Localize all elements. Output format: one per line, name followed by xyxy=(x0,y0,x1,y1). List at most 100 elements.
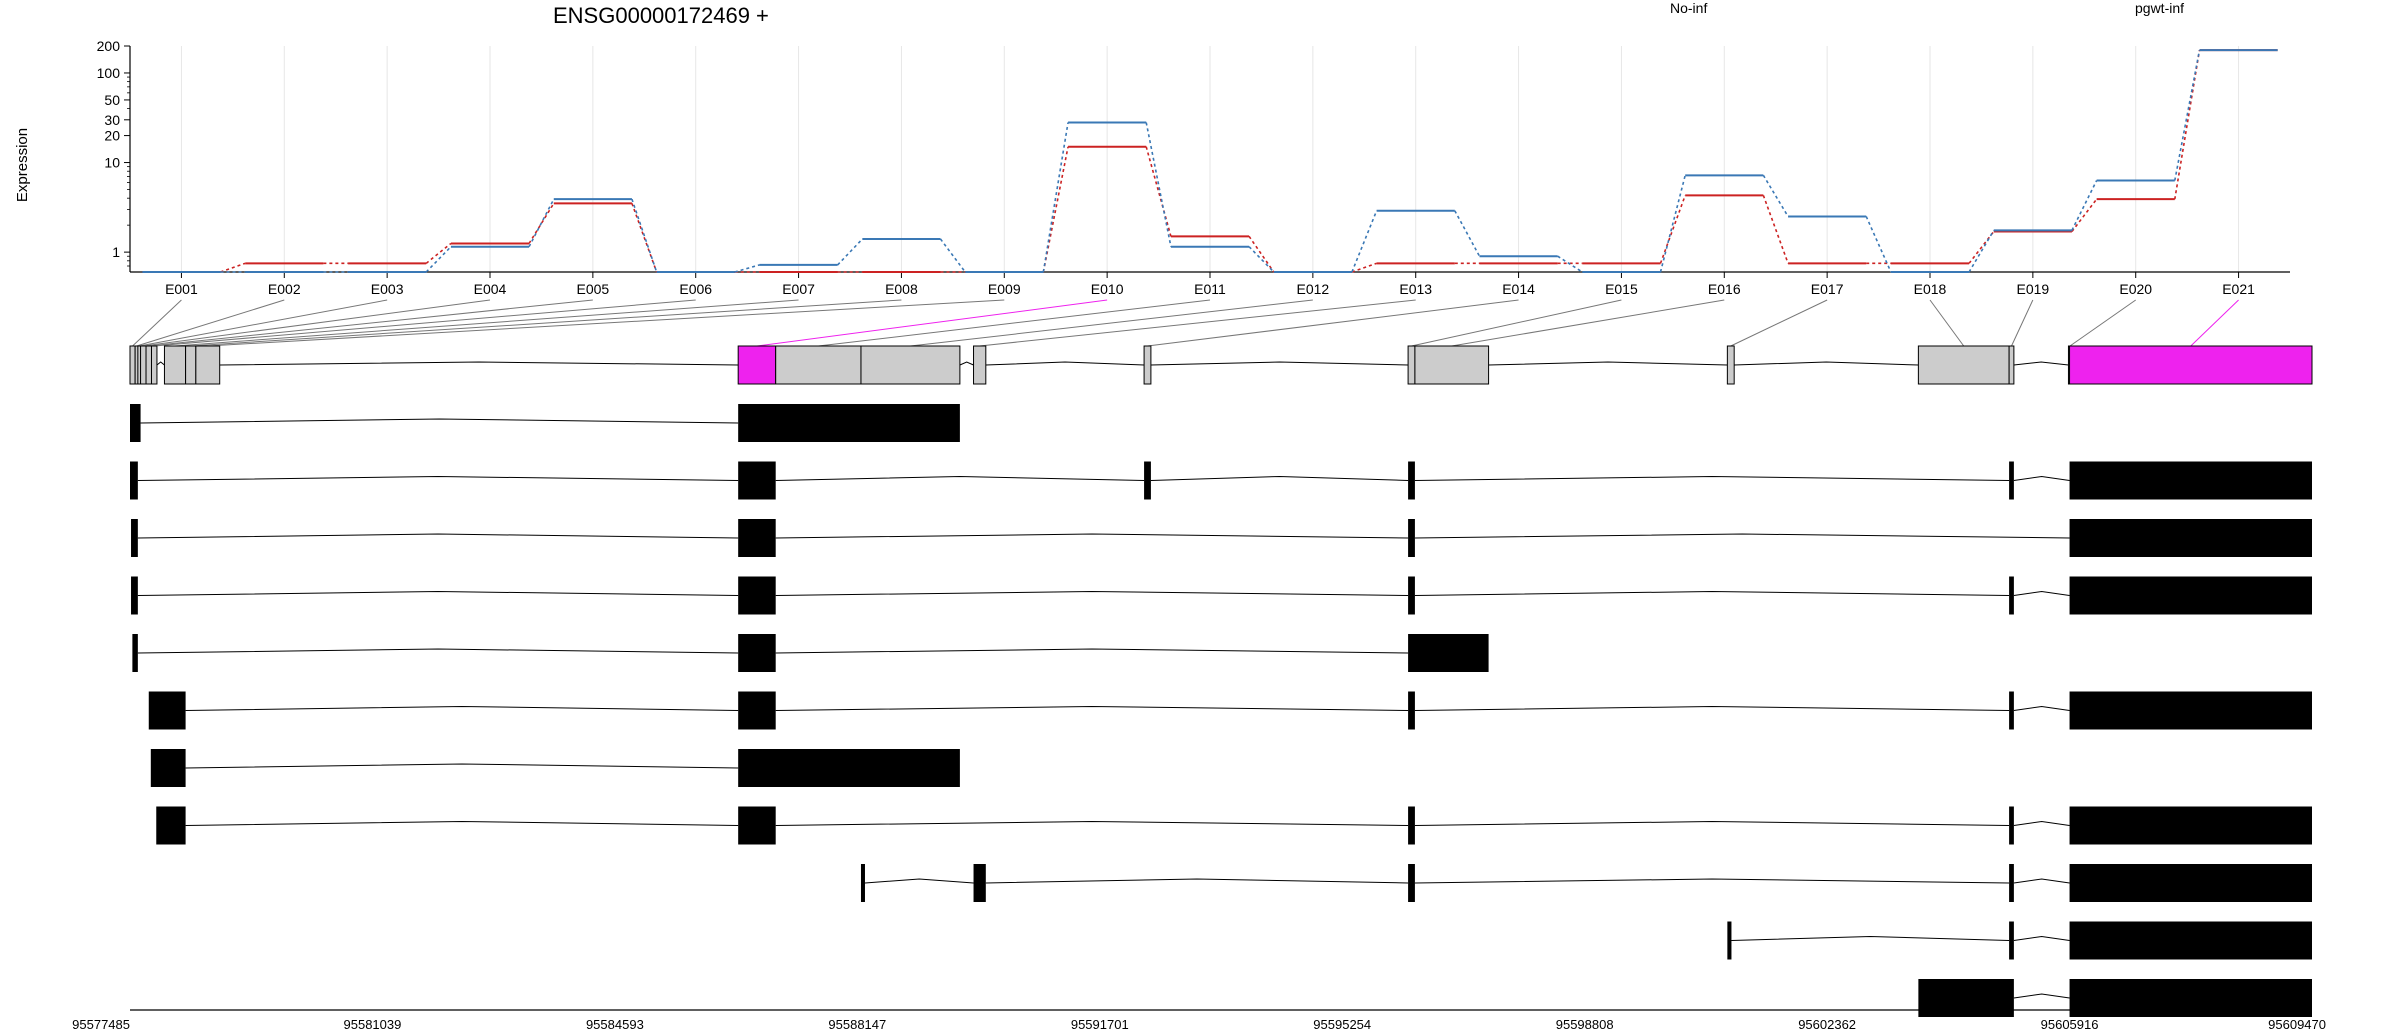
coord-label-95581039: 95581039 xyxy=(344,1017,402,1030)
transcript-tracks xyxy=(130,404,2312,1017)
transcript-exon xyxy=(131,576,138,615)
exon-bin-E001 xyxy=(129,345,136,385)
intron-line xyxy=(2013,878,2070,884)
transcript-exon xyxy=(131,519,138,557)
transcript-exon xyxy=(738,634,776,672)
connector-E016 xyxy=(1451,299,1725,347)
x-tick-label-E009: E009 xyxy=(988,281,1021,297)
intron-line xyxy=(985,878,1409,884)
transcript-exon xyxy=(1918,979,2014,1017)
transcript-exon xyxy=(2069,921,2312,960)
transcript-exon xyxy=(130,461,138,500)
series-link xyxy=(2071,198,2098,232)
coord-label-95577485: 95577485 xyxy=(72,1017,130,1030)
intron-line xyxy=(864,878,974,884)
transcript-8 xyxy=(156,806,2312,845)
connector-E001 xyxy=(132,299,182,347)
y-tick-label-100: 100 xyxy=(97,65,121,81)
x-tick-label-E004: E004 xyxy=(474,281,507,297)
transcript-5 xyxy=(132,634,1489,672)
genomic-coordinate-axis: 95577485 95581039 95584593 95588147 95591701… xyxy=(72,1009,2326,1030)
x-tick-label-E016: E016 xyxy=(1708,281,1741,297)
bin-connectors xyxy=(132,299,2239,347)
series-link xyxy=(1351,262,1377,273)
series-link xyxy=(1248,246,1275,273)
series-link xyxy=(631,198,658,273)
intron-line xyxy=(1414,705,2010,711)
connector-E015 xyxy=(1411,299,1622,347)
series-link xyxy=(939,238,966,273)
x-tick-label-E012: E012 xyxy=(1297,281,1330,297)
connector-E008 xyxy=(190,299,902,347)
intron-line xyxy=(1734,361,1919,366)
transcript-exon xyxy=(2009,461,2014,500)
series-link xyxy=(1351,210,1378,273)
exon-bin-E010 xyxy=(737,345,777,385)
connector-E013 xyxy=(979,299,1416,347)
coord-label-95595254: 95595254 xyxy=(1313,1017,1371,1030)
connector-E011 xyxy=(818,299,1211,347)
transcript-4 xyxy=(131,576,2312,615)
transcript-exon xyxy=(738,576,776,615)
connector-E006 xyxy=(154,299,696,347)
y-tick-label-10: 10 xyxy=(104,155,120,171)
x-tick-label-E002: E002 xyxy=(268,281,301,297)
series-link xyxy=(1248,235,1275,273)
intron-line xyxy=(1414,878,2010,884)
connector-E018 xyxy=(1929,299,1965,347)
transcript-exon xyxy=(2009,864,2014,902)
series-link xyxy=(1145,146,1172,237)
x-tick-label-E005: E005 xyxy=(577,281,610,297)
series-link xyxy=(2071,180,2098,231)
series-link xyxy=(2174,49,2201,181)
series-link xyxy=(1042,122,1069,273)
coord-label-95602362: 95602362 xyxy=(1798,1017,1856,1030)
intron-line xyxy=(137,590,739,596)
x-tick-label-E018: E018 xyxy=(1914,281,1947,297)
y-tick-label-30: 30 xyxy=(104,112,120,128)
series-pgwt-inf xyxy=(142,49,2278,273)
transcript-1 xyxy=(130,404,960,442)
series-link xyxy=(1659,175,1686,273)
connector-E007 xyxy=(174,299,799,347)
legend-no-inf: No-inf xyxy=(1670,0,1707,16)
intron-line xyxy=(2013,820,2070,826)
connector-E002 xyxy=(136,299,285,347)
intron-line xyxy=(1488,361,1728,366)
series-link xyxy=(1968,230,1995,264)
exon-bin-E019 xyxy=(2008,345,2015,385)
x-tick-label-E015: E015 xyxy=(1605,281,1638,297)
y-tick-label-1: 1 xyxy=(112,244,120,260)
transcript-exon xyxy=(1408,806,1415,845)
transcript-exon xyxy=(2009,576,2014,615)
exon-bin-E014 xyxy=(1143,345,1152,385)
transcript-exon xyxy=(2009,691,2014,730)
exon-bin-E007 xyxy=(163,345,187,385)
coord-label-95605916: 95605916 xyxy=(2041,1017,2099,1030)
x-tick-label-E010: E010 xyxy=(1091,281,1124,297)
transcript-exon xyxy=(2069,691,2312,730)
intron-line xyxy=(1731,935,2010,941)
exon-bin-E009 xyxy=(195,345,221,385)
transcript-exon xyxy=(1144,461,1151,500)
series-link xyxy=(528,202,555,244)
transcript-exon xyxy=(2069,461,2312,500)
connector-E017 xyxy=(1730,299,1828,347)
coord-label-95598808: 95598808 xyxy=(1556,1017,1614,1030)
series-link xyxy=(1968,229,1995,273)
intron-line xyxy=(137,648,739,654)
connector-E003 xyxy=(139,299,388,347)
exon-bin-E013 xyxy=(973,345,987,385)
transcript-exon xyxy=(2009,921,2014,960)
intron-line xyxy=(775,590,1409,596)
intron-line xyxy=(1414,475,2010,481)
x-tick-label-E019: E019 xyxy=(2017,281,2050,297)
transcript-11 xyxy=(1918,979,2312,1017)
y-tick-label-50: 50 xyxy=(104,92,120,108)
intron-line xyxy=(1150,475,1409,481)
series-link xyxy=(1762,174,1789,217)
chart-title: ENSG00000172469 + xyxy=(553,3,769,28)
transcript-exon xyxy=(130,404,141,442)
transcript-exon xyxy=(738,806,776,845)
